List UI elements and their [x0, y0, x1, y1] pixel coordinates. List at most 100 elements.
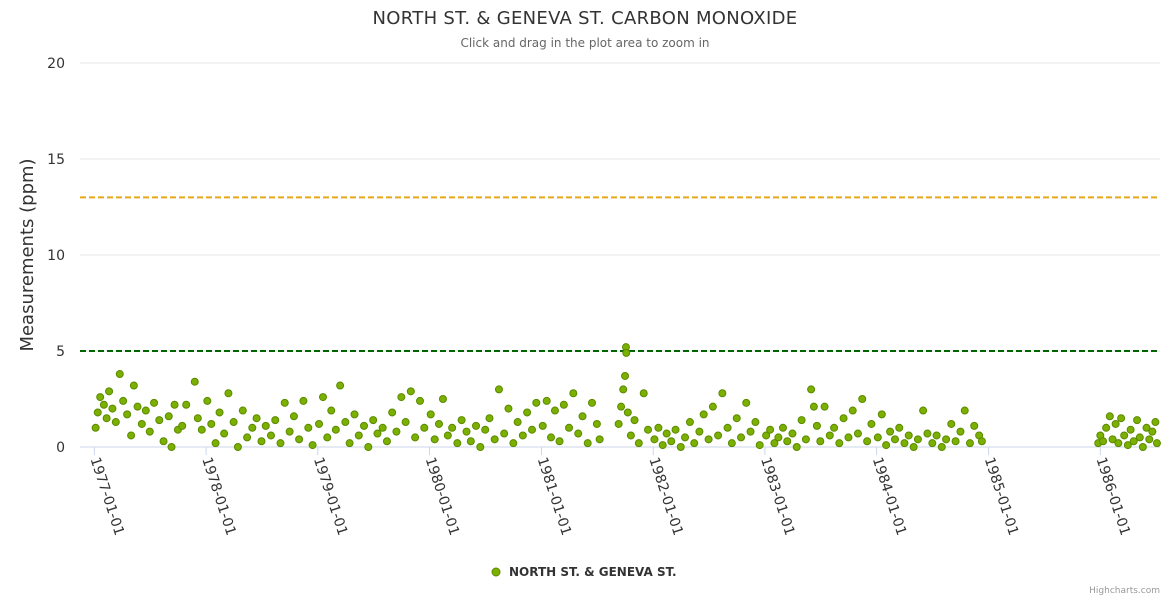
data-point[interactable]	[848, 406, 857, 415]
data-point[interactable]	[1102, 423, 1111, 432]
data-point[interactable]	[102, 414, 111, 423]
data-point[interactable]	[257, 437, 266, 446]
data-point[interactable]	[420, 423, 429, 432]
data-point[interactable]	[280, 398, 289, 407]
data-point[interactable]	[676, 443, 685, 451]
data-point[interactable]	[622, 348, 631, 357]
data-point[interactable]	[792, 443, 801, 451]
data-point[interactable]	[863, 437, 872, 446]
data-point[interactable]	[650, 435, 659, 444]
data-point[interactable]	[318, 393, 327, 402]
data-point[interactable]	[96, 393, 105, 402]
data-point[interactable]	[438, 395, 447, 403]
data-point[interactable]	[1152, 439, 1161, 448]
data-point[interactable]	[190, 377, 199, 386]
data-point[interactable]	[123, 410, 132, 419]
data-point[interactable]	[1114, 439, 1123, 448]
data-point[interactable]	[323, 433, 332, 442]
data-point[interactable]	[1135, 433, 1144, 442]
data-point[interactable]	[416, 396, 425, 405]
data-point[interactable]	[578, 412, 587, 421]
data-point[interactable]	[345, 439, 354, 448]
data-point[interactable]	[382, 437, 391, 446]
data-point[interactable]	[1145, 435, 1154, 444]
data-point[interactable]	[430, 435, 439, 444]
data-point[interactable]	[93, 408, 102, 417]
data-point[interactable]	[890, 435, 899, 444]
data-point[interactable]	[895, 423, 904, 432]
data-point[interactable]	[614, 419, 623, 428]
data-point[interactable]	[141, 406, 150, 415]
data-point[interactable]	[695, 427, 704, 436]
data-point[interactable]	[178, 421, 187, 430]
data-point[interactable]	[977, 437, 986, 446]
data-point[interactable]	[1105, 412, 1114, 421]
data-point[interactable]	[732, 414, 741, 423]
data-point[interactable]	[904, 431, 913, 440]
data-point[interactable]	[909, 443, 918, 451]
data-point[interactable]	[523, 408, 532, 417]
data-point[interactable]	[500, 429, 509, 438]
data-point[interactable]	[559, 400, 568, 409]
data-point[interactable]	[644, 425, 653, 434]
data-point[interactable]	[490, 435, 499, 444]
data-point[interactable]	[737, 433, 746, 442]
data-point[interactable]	[252, 414, 261, 423]
data-point[interactable]	[762, 431, 771, 440]
data-point[interactable]	[820, 402, 829, 411]
data-point[interactable]	[327, 406, 336, 415]
data-point[interactable]	[882, 441, 891, 450]
data-point[interactable]	[583, 439, 592, 448]
data-point[interactable]	[746, 427, 755, 436]
data-point[interactable]	[336, 381, 345, 390]
data-point[interactable]	[299, 396, 308, 405]
data-point[interactable]	[755, 441, 764, 450]
data-point[interactable]	[224, 389, 233, 398]
data-point[interactable]	[285, 427, 294, 436]
data-point[interactable]	[220, 429, 229, 438]
data-point[interactable]	[708, 402, 717, 411]
data-point[interactable]	[718, 389, 727, 398]
data-point[interactable]	[626, 431, 635, 440]
data-point[interactable]	[315, 419, 324, 428]
data-point[interactable]	[364, 443, 373, 451]
data-point[interactable]	[170, 400, 179, 409]
data-point[interactable]	[621, 371, 630, 380]
data-point[interactable]	[215, 408, 224, 417]
data-point[interactable]	[595, 435, 604, 444]
data-point[interactable]	[369, 416, 378, 425]
legend[interactable]: NORTH ST. & GENEVA ST.	[491, 565, 677, 579]
data-point[interactable]	[137, 419, 146, 428]
data-point[interactable]	[900, 439, 909, 448]
data-point[interactable]	[243, 433, 252, 442]
data-point[interactable]	[919, 406, 928, 415]
data-point[interactable]	[1129, 437, 1138, 446]
data-point[interactable]	[159, 437, 168, 446]
data-point[interactable]	[91, 423, 100, 432]
data-point[interactable]	[466, 437, 475, 446]
data-point[interactable]	[388, 408, 397, 417]
data-point[interactable]	[913, 435, 922, 444]
data-point[interactable]	[877, 410, 886, 419]
data-point[interactable]	[751, 418, 760, 427]
data-point[interactable]	[774, 433, 783, 442]
data-point[interactable]	[592, 419, 601, 428]
data-point[interactable]	[1126, 425, 1135, 434]
data-point[interactable]	[1123, 441, 1132, 450]
data-point[interactable]	[742, 398, 751, 407]
data-point[interactable]	[229, 418, 238, 427]
data-point[interactable]	[164, 412, 173, 421]
data-point[interactable]	[115, 370, 124, 379]
data-point[interactable]	[555, 437, 564, 446]
data-point[interactable]	[623, 408, 632, 417]
data-point[interactable]	[341, 418, 350, 427]
data-point[interactable]	[308, 441, 317, 450]
data-point[interactable]	[406, 387, 415, 396]
data-point[interactable]	[727, 439, 736, 448]
data-point[interactable]	[155, 416, 164, 425]
data-point[interactable]	[397, 393, 406, 402]
data-point[interactable]	[197, 425, 206, 434]
credits-link[interactable]: Highcharts.com	[1089, 586, 1160, 596]
data-point[interactable]	[167, 443, 176, 451]
